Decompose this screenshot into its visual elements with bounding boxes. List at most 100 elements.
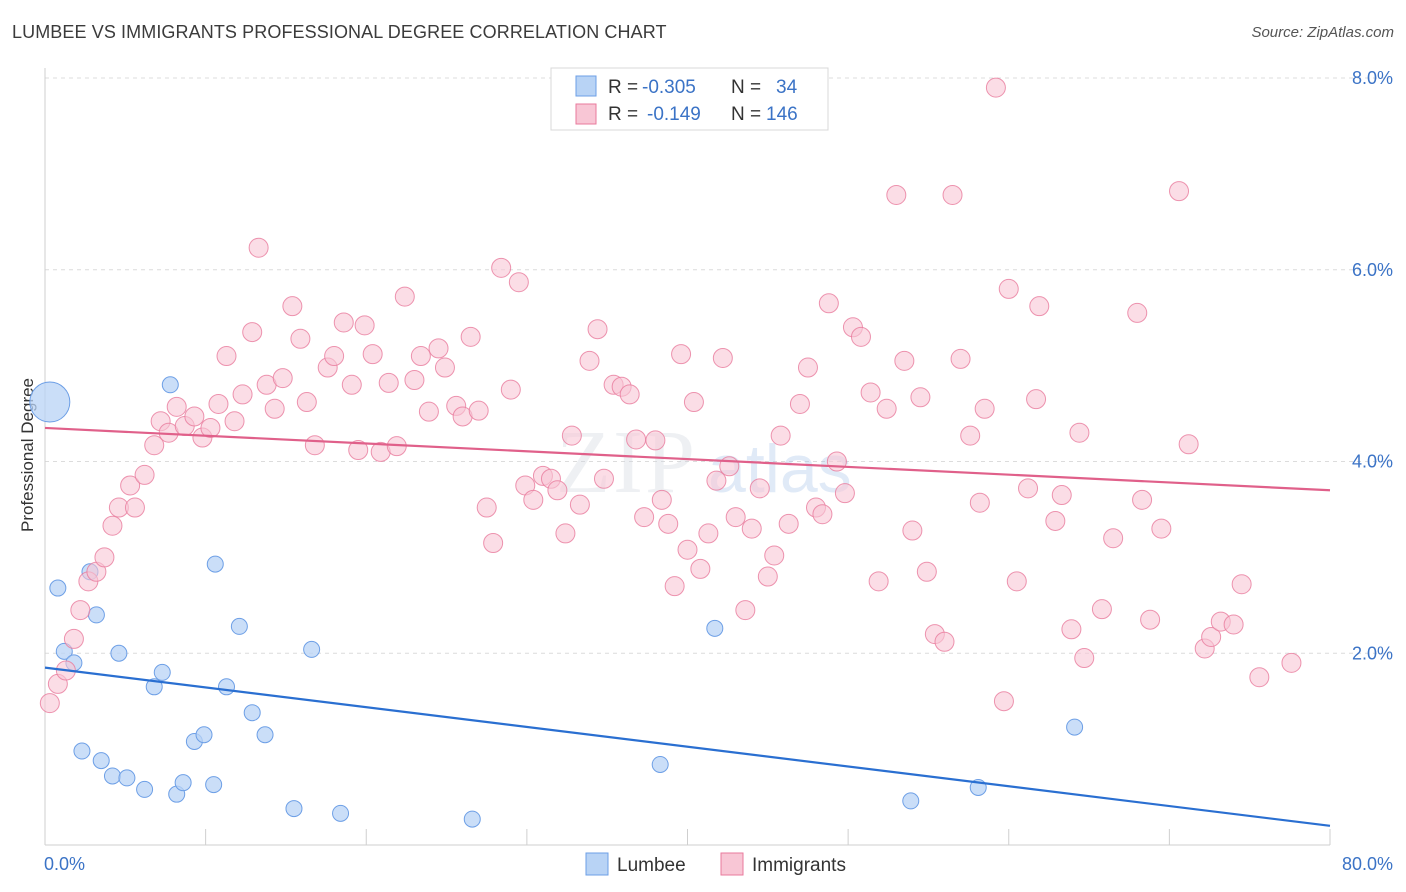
lumbee-point — [651, 755, 669, 773]
immigrants-point — [418, 401, 439, 422]
immigrants-point — [651, 489, 672, 510]
immigrants-point — [483, 532, 504, 553]
legend-immigrants-n-label: N = — [731, 104, 761, 125]
lumbee-point — [92, 752, 110, 770]
immigrants-point — [741, 518, 762, 539]
immigrants-point — [719, 456, 740, 477]
y-axis-label: Professional Degree — [18, 378, 37, 532]
immigrants-point — [712, 347, 733, 368]
immigrants-point — [200, 417, 221, 438]
immigrants-point — [282, 296, 303, 317]
immigrants-point — [910, 387, 931, 408]
immigrants-point — [272, 368, 293, 389]
immigrants-point — [547, 480, 568, 501]
lumbee-point — [205, 776, 223, 794]
immigrants-point — [619, 384, 640, 405]
immigrants-point — [348, 439, 369, 460]
legend-immigrants-r-label: R = — [608, 104, 638, 125]
lumbee-point — [285, 800, 303, 818]
immigrants-point — [770, 425, 791, 446]
lumbee-points — [29, 376, 1084, 828]
watermark: ZIP atlas — [556, 413, 852, 512]
immigrants-point — [555, 523, 576, 544]
lumbee-point — [243, 704, 261, 722]
bottom-legend-lumbee-swatch — [585, 852, 609, 876]
legend-lumbee-r-value: -0.305 — [642, 77, 696, 98]
immigrants-point — [561, 425, 582, 446]
immigrants-point — [934, 631, 955, 652]
immigrants-point — [39, 693, 60, 714]
immigrants-point — [942, 184, 963, 205]
immigrants-point — [789, 393, 810, 414]
immigrants-point — [1281, 652, 1302, 673]
immigrants-point — [725, 507, 746, 528]
x-tick-labels: 0.0% 80.0% — [44, 854, 1393, 874]
source-label: Source: ZipAtlas.com — [1251, 24, 1394, 41]
immigrants-points — [39, 77, 1302, 714]
immigrants-trend-line — [44, 426, 1331, 492]
x-tick-label: 0.0% — [44, 854, 85, 874]
lumbee-point — [174, 774, 192, 792]
immigrants-point — [1127, 302, 1148, 323]
trend-lines — [44, 426, 1331, 827]
immigrants-point — [491, 257, 512, 278]
immigrants-point — [886, 184, 907, 205]
lumbee-point — [1066, 718, 1084, 736]
stats-legend-box — [550, 67, 829, 131]
immigrants-point — [1223, 614, 1244, 635]
bottom-legend-lumbee-label: Lumbee — [617, 855, 686, 876]
lumbee-point — [463, 810, 481, 828]
immigrants-point — [826, 451, 847, 472]
immigrants-point — [671, 344, 692, 365]
immigrants-point — [378, 372, 399, 393]
immigrants-point — [70, 600, 91, 621]
lumbee-point — [153, 663, 171, 681]
y-tick-labels: 2.0% 4.0% 6.0% 8.0% — [1352, 68, 1393, 663]
immigrants-point — [683, 392, 704, 413]
y-tick-label: 2.0% — [1352, 643, 1393, 663]
immigrants-point — [593, 468, 614, 489]
immigrants-point — [184, 406, 205, 427]
immigrants-point — [362, 344, 383, 365]
immigrants-point — [124, 497, 145, 518]
immigrants-point — [579, 350, 600, 371]
immigrants-point — [434, 357, 455, 378]
immigrants-point — [296, 392, 317, 413]
immigrants-point — [394, 286, 415, 307]
immigrants-point — [569, 494, 590, 515]
immigrants-point — [626, 429, 647, 450]
immigrants-point — [1178, 434, 1199, 455]
lumbee-point — [230, 617, 248, 635]
immigrants-point — [1018, 478, 1039, 499]
immigrants-point — [916, 561, 937, 582]
immigrants-point — [1051, 485, 1072, 506]
immigrants-point — [63, 628, 84, 649]
immigrants-point — [818, 293, 839, 314]
immigrants-point — [634, 507, 655, 528]
immigrants-point — [757, 566, 778, 587]
immigrants-point — [410, 346, 431, 367]
immigrants-point — [102, 515, 123, 536]
lumbee-point — [206, 555, 224, 573]
lumbee-point — [195, 726, 213, 744]
immigrants-point — [333, 312, 354, 333]
lumbee-point — [256, 726, 274, 744]
immigrants-point — [208, 393, 229, 414]
immigrants-point — [1103, 528, 1124, 549]
immigrants-point — [1029, 296, 1050, 317]
immigrants-point — [690, 558, 711, 579]
x-tick-label: 80.0% — [1342, 854, 1393, 874]
chart-title: LUMBEE VS IMMIGRANTS PROFESSIONAL DEGREE… — [12, 22, 667, 42]
lumbee-point — [110, 644, 128, 662]
immigrants-point — [778, 513, 799, 534]
immigrants-point — [985, 77, 1006, 98]
legend-lumbee-n-label: N = — [731, 77, 761, 98]
immigrants-point — [94, 547, 115, 568]
lumbee-point — [49, 579, 67, 597]
immigrants-point — [1026, 389, 1047, 410]
immigrants-point — [224, 411, 245, 432]
immigrants-point — [797, 357, 818, 378]
lumbee-point — [29, 381, 71, 423]
immigrants-point — [876, 398, 897, 419]
